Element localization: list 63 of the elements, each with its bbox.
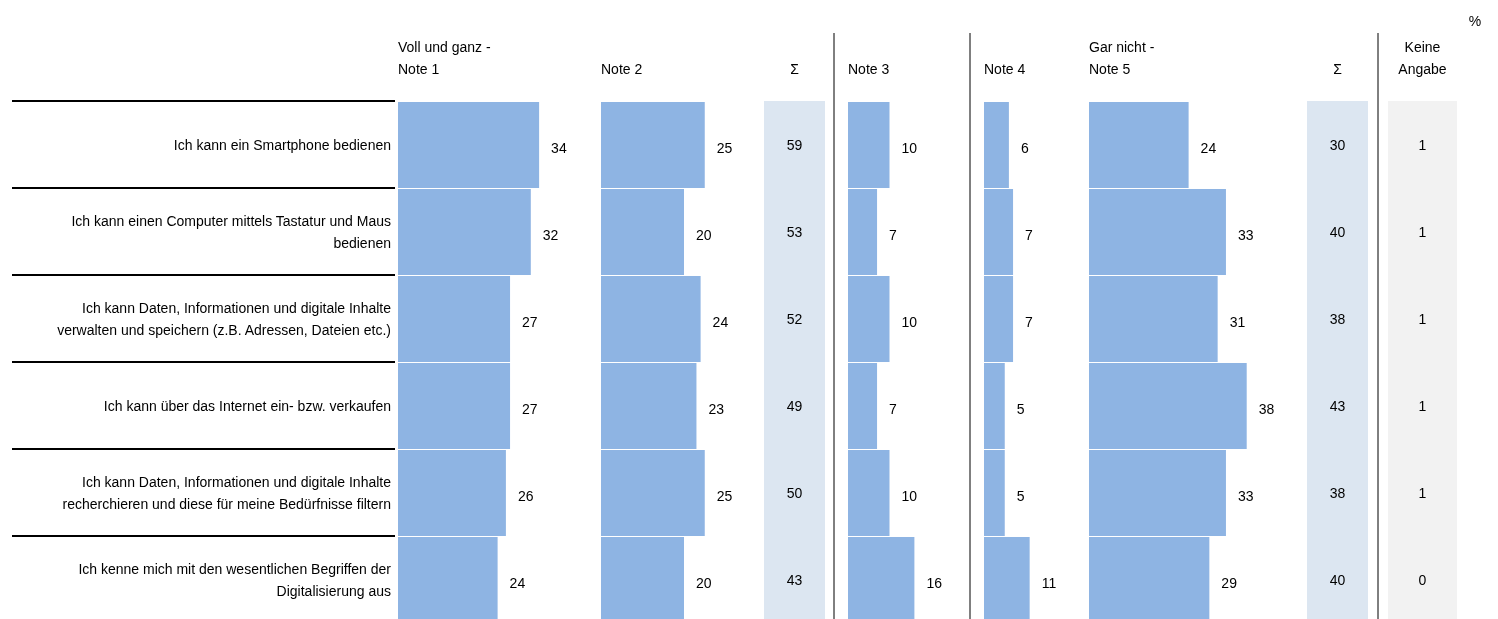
data-label: 27 bbox=[522, 313, 538, 330]
chart-title: Voll und ganz - Note 1 bbox=[398, 39, 491, 77]
data-label: 10 bbox=[901, 487, 918, 504]
data-label: 38 bbox=[1258, 400, 1275, 417]
chart-title: Note 4 bbox=[984, 61, 1026, 77]
data-label: 0 bbox=[1418, 571, 1427, 588]
data-label: 33 bbox=[1237, 487, 1254, 504]
data-label: 34 bbox=[551, 139, 567, 156]
data-label: 10 bbox=[901, 313, 918, 330]
data-label: 24 bbox=[509, 574, 526, 591]
data-label: 43 bbox=[1329, 397, 1346, 414]
data-label: 20 bbox=[696, 574, 712, 591]
data-label: 38 bbox=[1329, 310, 1346, 327]
data-label: 1 bbox=[1418, 397, 1427, 414]
y-tick-label: Ich kann einen Computer mittels Tastatur und Maus bedienen bbox=[71, 212, 391, 251]
data-label: 1 bbox=[1418, 484, 1427, 501]
data-label: 10 bbox=[901, 139, 918, 156]
data-label: 5 bbox=[1016, 400, 1025, 417]
data-label: 7 bbox=[889, 400, 898, 417]
data-label: 1 bbox=[1418, 223, 1427, 240]
y-tick-label: Ich kann Daten, Informationen und digitale Inhalte verwalten und speichern (z.B. Adressen, Dateien etc.) bbox=[57, 299, 392, 338]
data-label: 30 bbox=[1329, 136, 1346, 153]
data-label: 26 bbox=[517, 487, 534, 504]
data-label: 25 bbox=[716, 139, 733, 156]
data-label: 1 bbox=[1418, 310, 1427, 327]
data-label: 7 bbox=[1025, 313, 1034, 330]
text: Keine Angabe bbox=[1398, 39, 1447, 77]
data-label: 33 bbox=[1237, 226, 1254, 243]
y-tick-label: Ich kenne mich mit den wesentlichen Begriffen der Digitalisierung aus bbox=[78, 560, 392, 599]
text: % bbox=[1468, 13, 1482, 29]
data-label: 7 bbox=[1025, 226, 1034, 243]
data-label: 23 bbox=[708, 400, 725, 417]
data-label: 16 bbox=[926, 574, 943, 591]
chart-title: Note 3 bbox=[848, 61, 890, 77]
data-label: 32 bbox=[542, 226, 559, 243]
data-label: 20 bbox=[696, 226, 712, 243]
data-label: 24 bbox=[1200, 139, 1217, 156]
data-label: 29 bbox=[1221, 574, 1238, 591]
y-tick-label: Ich kann Daten, Informationen und digitale Inhalte recherchieren und diese für meine Bedürfnisse filtern bbox=[62, 473, 392, 512]
text: Σ bbox=[790, 61, 800, 77]
data-label: 31 bbox=[1229, 313, 1246, 330]
data-label: 11 bbox=[1041, 574, 1057, 591]
data-label: 49 bbox=[786, 397, 803, 414]
data-label: 52 bbox=[786, 310, 803, 327]
data-label: 1 bbox=[1418, 136, 1427, 153]
data-label: 43 bbox=[786, 571, 803, 588]
y-tick-label: Ich kann über das Internet ein- bzw. verkaufen bbox=[103, 397, 391, 414]
data-label: 5 bbox=[1016, 487, 1025, 504]
data-label: 50 bbox=[786, 484, 803, 501]
data-label: 27 bbox=[522, 400, 538, 417]
data-label: 40 bbox=[1329, 571, 1346, 588]
chart-title: Note 2 bbox=[601, 61, 643, 77]
data-label: 59 bbox=[786, 136, 803, 153]
chart-title: Gar nicht - Note 5 bbox=[1089, 39, 1155, 77]
data-label: 38 bbox=[1329, 484, 1346, 501]
text: Σ bbox=[1333, 61, 1343, 77]
data-label: 25 bbox=[716, 487, 733, 504]
data-label: 24 bbox=[712, 313, 729, 330]
data-label: 40 bbox=[1329, 223, 1346, 240]
data-label: 6 bbox=[1020, 139, 1029, 156]
y-tick-label: Ich kann ein Smartphone bedienen bbox=[173, 136, 391, 153]
data-label: 7 bbox=[889, 226, 898, 243]
data-label: 53 bbox=[786, 223, 803, 240]
